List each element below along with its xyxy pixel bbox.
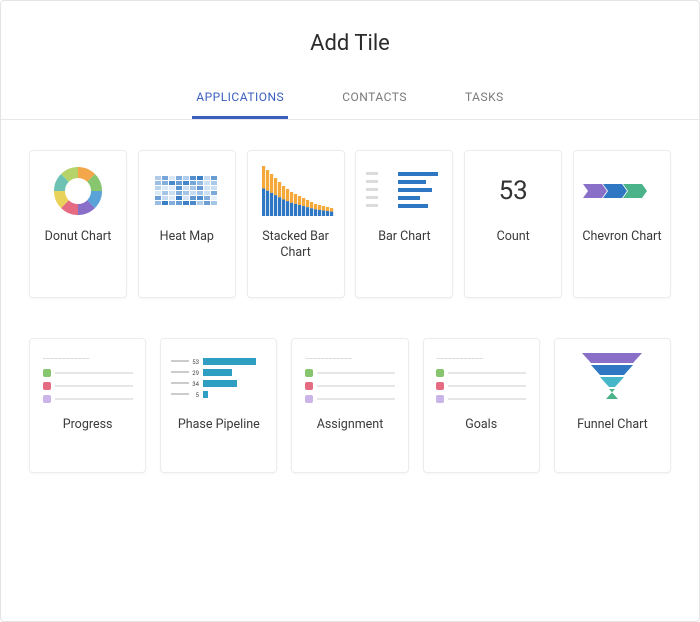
tile-label: Assignment	[317, 417, 384, 433]
tile-phase-pipeline[interactable]: 53 29 34 5 Phase Pipeline	[160, 338, 277, 473]
tile-count[interactable]: 53 Count	[464, 150, 562, 298]
svg-text:53: 53	[192, 359, 199, 366]
donut-icon	[48, 161, 108, 221]
funnel-icon	[577, 353, 647, 405]
tile-label: Phase Pipeline	[178, 417, 260, 433]
count-preview: 53	[473, 161, 553, 221]
tile-chevron-chart[interactable]: Chevron Chart	[573, 150, 671, 298]
chevron-icon	[583, 184, 661, 198]
tile-bar-chart[interactable]: Bar Chart	[355, 150, 453, 298]
assignment-preview: ————————————	[300, 349, 400, 409]
stacked-bar-icon	[256, 164, 336, 219]
funnel-chart-preview	[562, 349, 662, 409]
donut-chart-preview	[38, 161, 118, 221]
tile-row-1: Donut Chart Heat Map Stacked Bar Chart Bar …	[29, 150, 671, 298]
tab-contacts[interactable]: CONTACTS	[338, 80, 411, 119]
tile-label: Bar Chart	[378, 229, 430, 245]
svg-text:34: 34	[192, 381, 199, 388]
tile-label: Chevron Chart	[582, 229, 661, 245]
tile-stacked-bar-chart[interactable]: Stacked Bar Chart	[247, 150, 345, 298]
heatmap-icon	[147, 166, 227, 216]
svg-text:29: 29	[192, 370, 199, 377]
tab-bar: APPLICATIONS CONTACTS TASKS	[1, 80, 699, 120]
tile-label: Count	[497, 229, 530, 245]
tile-donut-chart[interactable]: Donut Chart	[29, 150, 127, 298]
hbar-icon	[364, 164, 444, 219]
tab-applications[interactable]: APPLICATIONS	[192, 80, 288, 119]
pipeline-icon: 53 29 34 5	[169, 352, 269, 407]
count-value-icon: 53	[499, 176, 528, 206]
tile-label: Donut Chart	[45, 229, 112, 245]
stacked-bar-chart-preview	[256, 161, 336, 221]
phase-pipeline-preview: 53 29 34 5	[169, 349, 269, 409]
modal-title: Add Tile	[1, 31, 699, 56]
heat-map-preview	[147, 161, 227, 221]
add-tile-modal: Add Tile APPLICATIONS CONTACTS TASKS Donut…	[0, 0, 700, 622]
tile-label: Progress	[63, 417, 113, 433]
modal-header: Add Tile	[1, 1, 699, 66]
progress-preview: ————————————	[38, 349, 138, 409]
goals-preview: ————————————	[431, 349, 531, 409]
tile-progress[interactable]: ———————————— Progress	[29, 338, 146, 473]
tile-heat-map[interactable]: Heat Map	[138, 150, 236, 298]
tile-label: Goals	[465, 417, 497, 433]
tile-row-2: ———————————— Progress 53 29 34 5 Phase Pipelin…	[29, 338, 671, 473]
svg-text:5: 5	[195, 392, 199, 399]
chevron-chart-preview	[582, 161, 662, 221]
tile-funnel-chart[interactable]: Funnel Chart	[554, 338, 671, 473]
tile-assignment[interactable]: ———————————— Assignment	[291, 338, 408, 473]
bar-chart-preview	[364, 161, 444, 221]
tile-label: Stacked Bar Chart	[254, 229, 338, 262]
mini-rows-icon: ————————————	[305, 356, 395, 403]
tile-grid: Donut Chart Heat Map Stacked Bar Chart Bar …	[1, 120, 699, 533]
tile-goals[interactable]: ———————————— Goals	[423, 338, 540, 473]
mini-rows-icon: ————————————	[43, 356, 133, 403]
tile-label: Heat Map	[160, 229, 214, 245]
mini-rows-icon: ————————————	[436, 356, 526, 403]
tile-label: Funnel Chart	[577, 417, 648, 433]
tab-tasks[interactable]: TASKS	[461, 80, 508, 119]
